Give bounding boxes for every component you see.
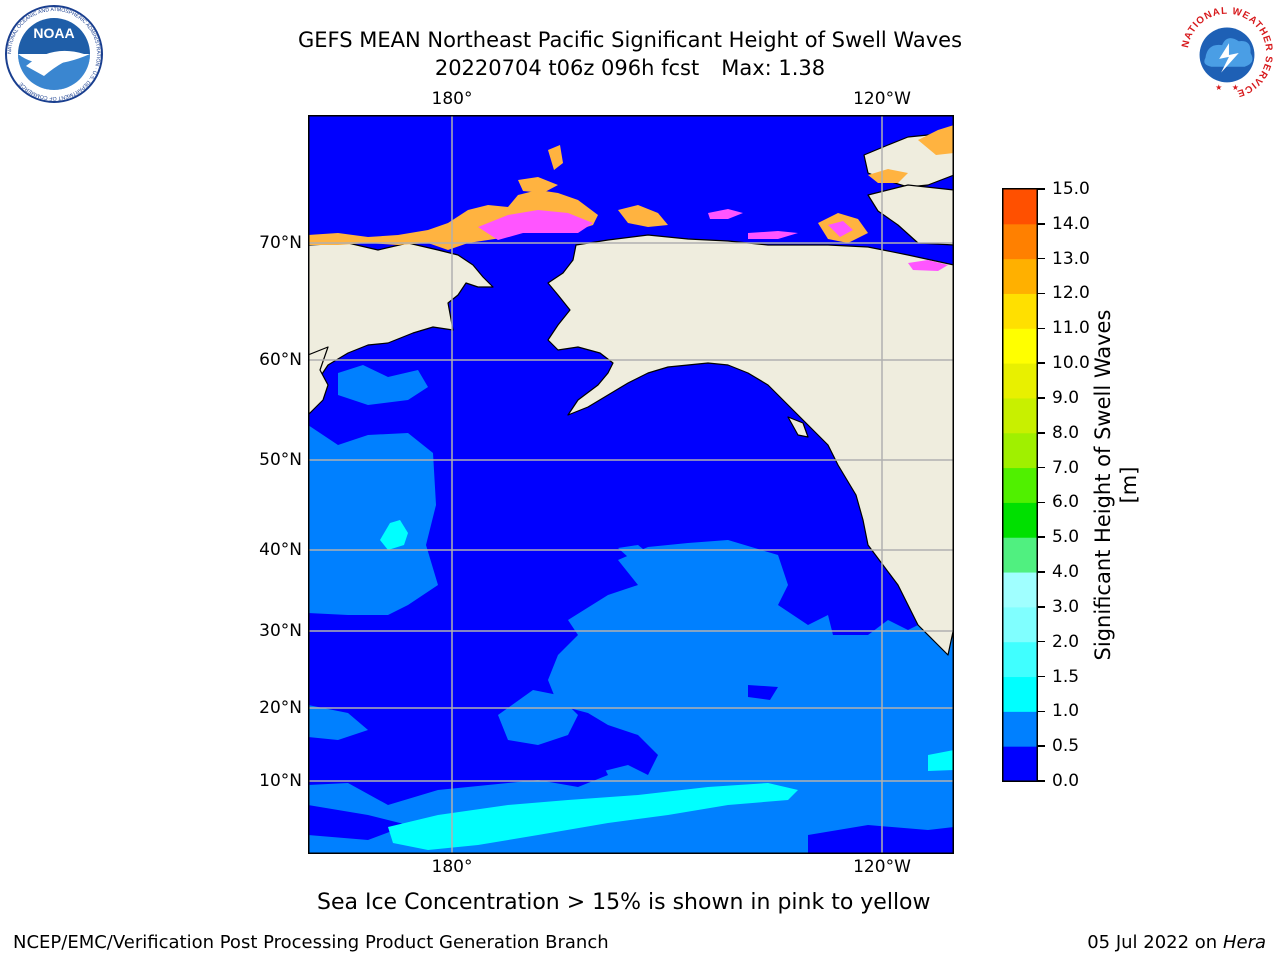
- colorbar-tick-label: 1.0: [1052, 701, 1080, 722]
- lon-label-bottom-180: 180°: [431, 857, 473, 877]
- colorbar-segment: [1003, 189, 1037, 225]
- colorbar-segment: [1003, 502, 1037, 538]
- colorbar-segment: [1003, 641, 1037, 678]
- colorbar-tick-label: 9.0: [1052, 387, 1080, 408]
- colorbar-tick-label: 15.0: [1052, 179, 1090, 199]
- colorbar-segment: [1003, 328, 1037, 364]
- title-date: 20220704 t06z 096h fcst: [434, 56, 700, 80]
- colorbar-tick-label: 2.0: [1052, 631, 1080, 652]
- lat-label-30n: 30°N: [259, 621, 302, 641]
- lat-label-40n: 40°N: [259, 540, 302, 560]
- colorbar-tick-mark: [1038, 606, 1045, 608]
- colorbar-tick-label: 8.0: [1052, 422, 1080, 443]
- lat-label-60n: 60°N: [259, 350, 302, 370]
- swell-band-0p5-1p0: [308, 365, 954, 854]
- colorbar-tick-label: 4.0: [1052, 562, 1080, 583]
- svg-text:★: ★: [1215, 83, 1222, 92]
- colorbar-segment: [1003, 363, 1037, 399]
- svg-text:★: ★: [1232, 83, 1239, 92]
- colorbar-tick-label: 6.0: [1052, 492, 1080, 513]
- footer-machine: Hera: [1222, 932, 1266, 953]
- colorbar-tick-label: 12.0: [1052, 283, 1090, 304]
- colorbar-tick-mark: [1038, 188, 1045, 190]
- colorbar-segment: [1003, 467, 1037, 503]
- lat-label-70n: 70°N: [259, 233, 302, 253]
- noaa-logo: NOAA NATIONAL OCEANIC AND ATMOSPHERIC AD…: [5, 5, 103, 103]
- colorbar-tick-mark: [1038, 536, 1045, 538]
- colorbar-segment: [1003, 397, 1037, 434]
- colorbar-segment: [1003, 676, 1037, 712]
- chart-subtitle: 20220704 t06z 096h fcst Max: 1.38: [0, 55, 1260, 81]
- colorbar-tick-mark: [1038, 780, 1045, 782]
- colorbar-tick-label: 0.0: [1052, 771, 1080, 791]
- land-kamchatka: [308, 346, 329, 416]
- colorbar-tick-mark: [1038, 466, 1045, 469]
- colorbar-tick-mark: [1038, 327, 1045, 330]
- colorbar-tick-label: 7.0: [1052, 457, 1080, 478]
- footer-date: 05 Jul 2022 on: [1087, 932, 1218, 953]
- colorbar-tick-label: 5.0: [1052, 527, 1080, 548]
- colorbar-segment: [1003, 711, 1037, 747]
- land-alaska: [547, 234, 954, 656]
- colorbar-frame: [1002, 188, 1038, 782]
- colorbar-tick-mark: [1038, 710, 1045, 713]
- colorbar-segment: [1003, 572, 1037, 608]
- colorbar-tick-label: 1.5: [1052, 666, 1080, 687]
- colorbar-segment: [1003, 606, 1037, 643]
- colorbar-tick-mark: [1038, 292, 1045, 295]
- colorbar-tick-label: 13.0: [1052, 248, 1090, 269]
- colorbar-segment: [1003, 293, 1037, 329]
- colorbar: [1002, 188, 1038, 782]
- land-vancouver-island: [787, 416, 809, 438]
- map-frame: [308, 115, 954, 854]
- sea-ice-layer: [308, 125, 954, 271]
- swell-band-1p0-1p5: [380, 520, 954, 850]
- colorbar-tick-mark: [1038, 675, 1045, 678]
- colorbar-tick-mark: [1038, 745, 1045, 747]
- colorbar-tick-label: 0.5: [1052, 736, 1080, 757]
- colorbar-tick-mark: [1038, 362, 1045, 364]
- land-masses: [308, 132, 954, 656]
- lon-label-bottom-120w: 120°W: [853, 857, 911, 877]
- colorbar-tick-mark: [1038, 640, 1045, 643]
- colorbar-tick-mark: [1038, 432, 1045, 434]
- chart-title: GEFS MEAN Northeast Pacific Significant …: [0, 27, 1260, 53]
- footer-right: 05 Jul 2022 on Hera: [1087, 932, 1266, 953]
- colorbar-tick-mark: [1038, 501, 1045, 504]
- lat-label-20n: 20°N: [259, 698, 302, 718]
- lat-label-10n: 10°N: [259, 771, 302, 791]
- colorbar-tick-mark: [1038, 257, 1045, 260]
- colorbar-segment: [1003, 537, 1037, 573]
- lon-label-top-180: 180°: [431, 89, 473, 109]
- swell-band-0-0p5-patches: [308, 685, 954, 854]
- colorbar-tick-label: 11.0: [1052, 318, 1090, 339]
- title-line1: GEFS MEAN Northeast Pacific Significant …: [297, 28, 963, 52]
- lon-label-top-120w: 120°W: [853, 89, 911, 109]
- noaa-logo-text: NOAA: [33, 25, 74, 41]
- map-panel: [308, 115, 954, 854]
- colorbar-segment: [1003, 223, 1037, 260]
- nws-logo: NATIONAL WEATHER SERVICE ★ ★: [1179, 6, 1275, 101]
- footer-left: NCEP/EMC/Verification Post Processing Pr…: [13, 932, 609, 953]
- graticule: [308, 115, 954, 854]
- colorbar-tick-label: 3.0: [1052, 596, 1080, 617]
- colorbar-tick-mark: [1038, 223, 1045, 225]
- land-siberia: [308, 242, 494, 386]
- colorbar-segment: [1003, 746, 1037, 782]
- title-max: Max: 1.38: [721, 56, 826, 80]
- sea-ice-note: Sea Ice Concentration > 15% is shown in …: [317, 890, 931, 915]
- colorbar-title: Significant Height of Swell Waves [m]: [1091, 309, 1141, 661]
- colorbar-tick-mark: [1038, 397, 1045, 399]
- colorbar-tick-mark: [1038, 571, 1045, 573]
- colorbar-segment: [1003, 432, 1037, 469]
- lat-label-50n: 50°N: [259, 450, 302, 470]
- colorbar-tick-label: 10.0: [1052, 353, 1090, 374]
- colorbar-segment: [1003, 258, 1037, 294]
- colorbar-tick-label: 14.0: [1052, 213, 1090, 234]
